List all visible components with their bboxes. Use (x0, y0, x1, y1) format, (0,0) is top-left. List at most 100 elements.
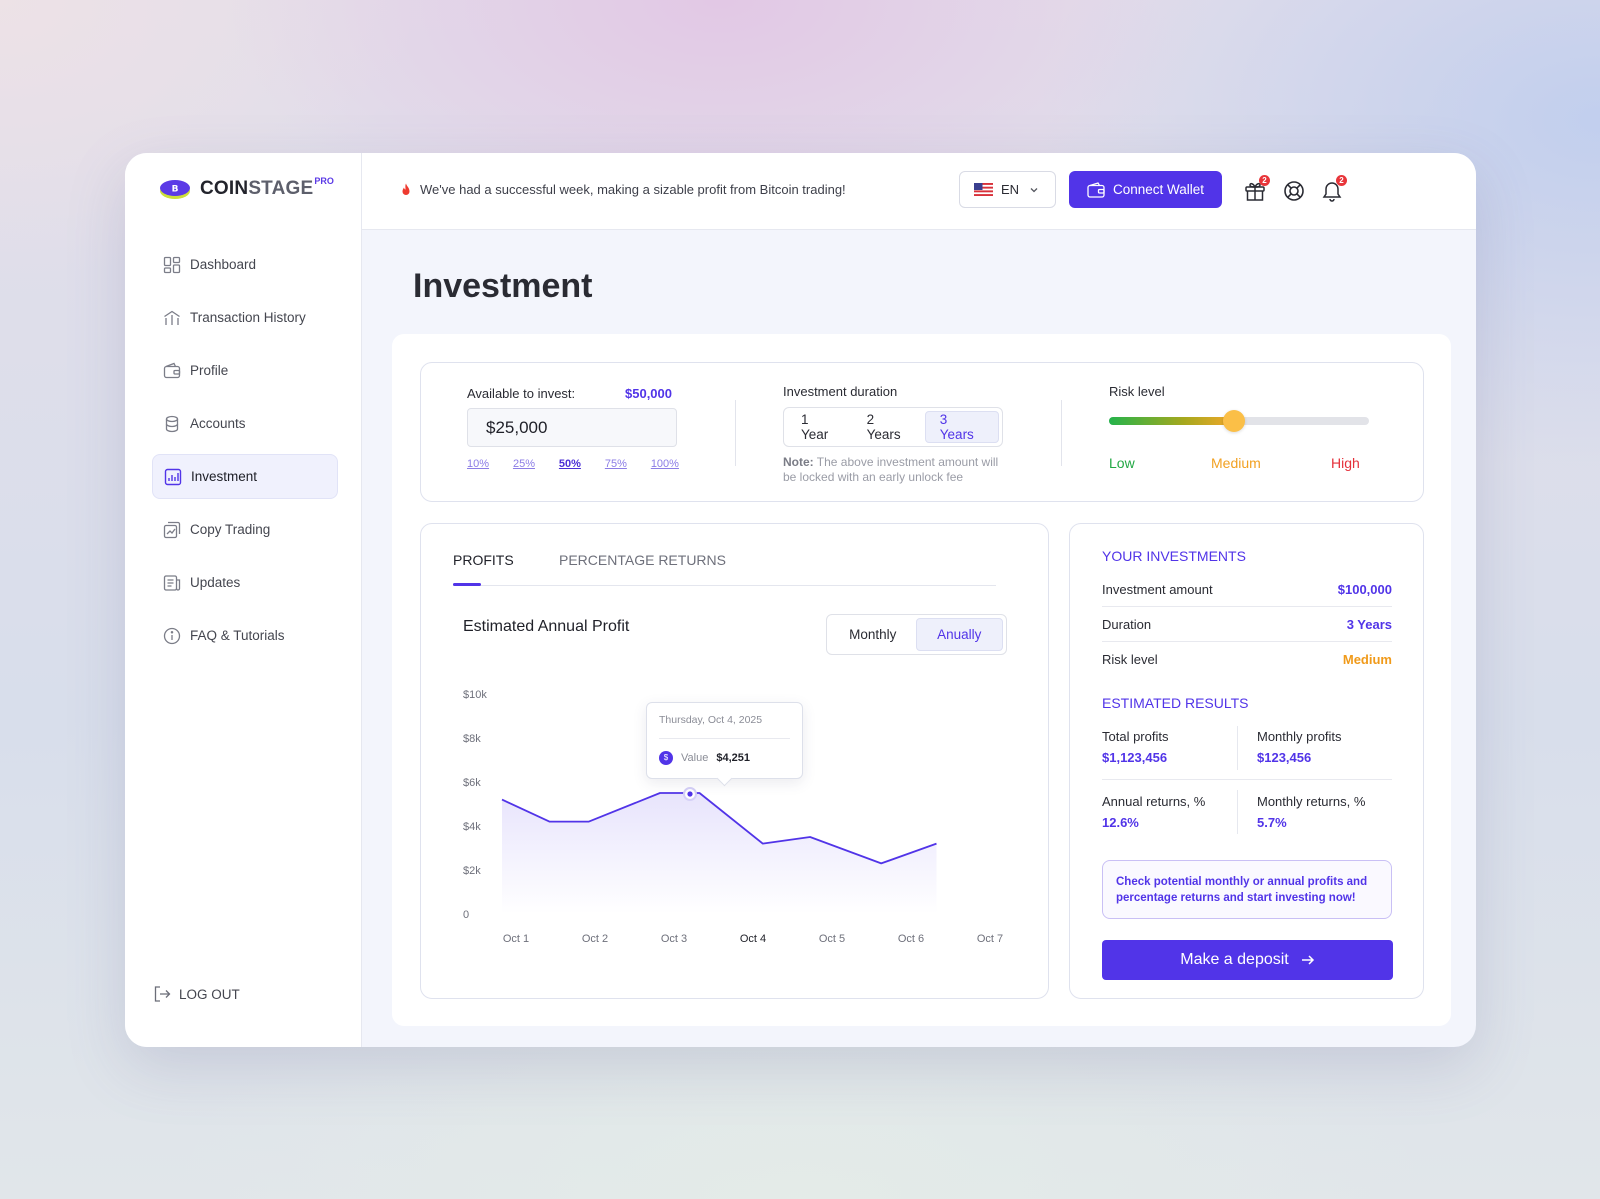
total-profits-stat: Total profits $1,123,456 (1102, 729, 1168, 765)
sidebar-item-profile[interactable]: Profile (152, 348, 338, 393)
app-window: B COINSTAGE PRO Dashboard Transaction Hi… (125, 153, 1476, 1047)
percent-shortcuts: 10% 25% 50% 75% 100% (467, 458, 679, 470)
series-line (501, 792, 937, 865)
duration-option-3-years[interactable]: 3 Years (924, 411, 999, 443)
sidebar-item-faq-tutorials[interactable]: FAQ & Tutorials (152, 613, 338, 658)
period-option-monthly[interactable]: Monthly (849, 627, 897, 642)
duration-option-1-year[interactable]: 1 Year (801, 412, 829, 442)
updates-icon (163, 574, 181, 591)
stat-label: Monthly returns, % (1257, 794, 1366, 809)
y-tick-label: $10k (463, 689, 487, 701)
profile-icon (163, 362, 181, 378)
investment-settings-card: Available to invest: $50,000 10% 25% 50%… (420, 362, 1424, 502)
row-value: Medium (1342, 652, 1392, 667)
sidebar-item-accounts[interactable]: Accounts (152, 401, 338, 446)
brand-name-light: STAGE (248, 178, 314, 199)
logout-button[interactable]: LOG OUT (153, 985, 240, 1003)
note-bold: Note: (783, 455, 814, 469)
x-tick-label: Oct 6 (898, 933, 924, 945)
tab-profits[interactable]: PROFITS (453, 552, 514, 568)
sidebar-item-transaction-history[interactable]: Transaction History (152, 295, 338, 340)
connect-wallet-button[interactable]: Connect Wallet (1069, 171, 1222, 208)
promo-callout: Check potential monthly or annual profit… (1102, 860, 1392, 919)
sidebar-item-label: Updates (190, 575, 241, 590)
deposit-label: Make a deposit (1180, 951, 1289, 968)
duration-option-2-years[interactable]: 2 Years (866, 412, 901, 442)
divider (1237, 726, 1238, 770)
period-option-annually[interactable]: Anually (915, 618, 1003, 651)
tooltip-value-row: $ Value $4,251 (659, 751, 750, 765)
sidebar-item-copy-trading[interactable]: Copy Trading (152, 507, 338, 552)
duration-row: Duration 3 Years (1102, 607, 1392, 642)
stat-value: $1,123,456 (1102, 750, 1168, 765)
annual-returns-stat: Annual returns, % 12.6% (1102, 794, 1205, 830)
brand-name-bold: COIN (200, 178, 249, 199)
profit-area-chart: 0 $2k $4k $6k $8k $10k Oct 1 Oct 2 Oct 3 Oct 4 Oct… (463, 689, 1003, 945)
row-value: $100,000 (1337, 581, 1392, 597)
available-label: Available to invest: (467, 386, 576, 401)
stat-label: Annual returns, % (1102, 794, 1206, 809)
x-tick-label: Oct 7 (977, 933, 1003, 945)
accounts-icon (165, 415, 179, 432)
series-area (502, 793, 937, 914)
brand-logo[interactable]: B COINSTAGE PRO (159, 176, 334, 201)
sidebar-item-label: Profile (190, 363, 229, 378)
sidebar-item-label: Investment (191, 469, 258, 484)
wallet-icon (1087, 181, 1105, 198)
language-selector[interactable]: EN (959, 171, 1056, 208)
divider (1061, 400, 1062, 466)
x-tick-label: Oct 2 (582, 933, 608, 945)
make-deposit-button[interactable]: Make a deposit (1102, 940, 1393, 980)
stat-label: Total profits (1102, 729, 1169, 744)
chart-tooltip: Thursday, Oct 4, 2025 $ Value $4,251 (646, 702, 803, 779)
copy-trading-icon (163, 521, 181, 538)
duration-label: Investment duration (783, 384, 898, 399)
percent-option-75[interactable]: 75% (604, 458, 627, 470)
monthly-profits-stat: Monthly profits $123,456 (1257, 729, 1342, 765)
investment-amount-input[interactable] (467, 408, 677, 447)
language-code: EN (1001, 182, 1020, 197)
sidebar-item-label: Transaction History (190, 310, 306, 325)
chart-tabs: PROFITS PERCENTAGE RETURNS (453, 552, 996, 586)
divider (1237, 790, 1238, 834)
brand-name: COINSTAGE (200, 178, 313, 200)
x-tick-label: Oct 5 (819, 933, 845, 945)
stat-value: $123,456 (1257, 750, 1312, 765)
sidebar-item-label: Copy Trading (190, 522, 271, 537)
monthly-returns-stat: Monthly returns, % 5.7% (1257, 794, 1365, 830)
top-header: We've had a successful week, making a si… (362, 153, 1476, 230)
sidebar-item-investment[interactable]: Investment (152, 454, 338, 499)
sidebar-item-dashboard[interactable]: Dashboard (152, 242, 338, 287)
arrow-right-icon (1301, 955, 1314, 965)
divider (735, 400, 736, 466)
tooltip-label: Value (681, 752, 709, 764)
dashboard-icon (163, 256, 181, 273)
risk-slider[interactable] (1109, 410, 1369, 432)
your-investments-card: YOUR INVESTMENTS Investment amount $100,… (1069, 523, 1424, 999)
risk-slider-thumb[interactable] (1222, 410, 1245, 432)
fire-icon (402, 183, 410, 195)
investment-icon (164, 468, 182, 485)
percent-option-25[interactable]: 25% (512, 458, 535, 470)
investment-amount-row: Investment amount $100,000 (1102, 572, 1392, 607)
percent-option-100[interactable]: 100% (650, 458, 679, 470)
stat-label: Monthly profits (1257, 729, 1342, 744)
chevron-down-icon (1030, 187, 1038, 192)
y-tick-label: $8k (463, 733, 481, 745)
logout-label: LOG OUT (179, 986, 240, 1002)
tab-percentage-returns[interactable]: PERCENTAGE RETURNS (559, 552, 726, 568)
percent-option-50[interactable]: 50% (558, 458, 581, 470)
percent-option-10[interactable]: 10% (467, 458, 490, 470)
y-tick-label: $6k (463, 777, 481, 789)
tooltip-date: Thursday, Oct 4, 2025 (659, 714, 763, 726)
support-button[interactable] (1282, 179, 1306, 203)
row-label: Investment amount (1102, 581, 1213, 597)
x-tick-label: Oct 4 (740, 933, 766, 945)
risk-low-label: Low (1109, 455, 1135, 471)
sidebar-item-label: FAQ & Tutorials (190, 628, 285, 643)
sidebar-item-label: Accounts (190, 416, 246, 431)
gift-button[interactable]: 2 (1243, 175, 1270, 203)
notifications-button[interactable]: 2 (1320, 175, 1347, 203)
lifebuoy-icon (1284, 181, 1304, 201)
sidebar-item-updates[interactable]: Updates (152, 560, 338, 605)
